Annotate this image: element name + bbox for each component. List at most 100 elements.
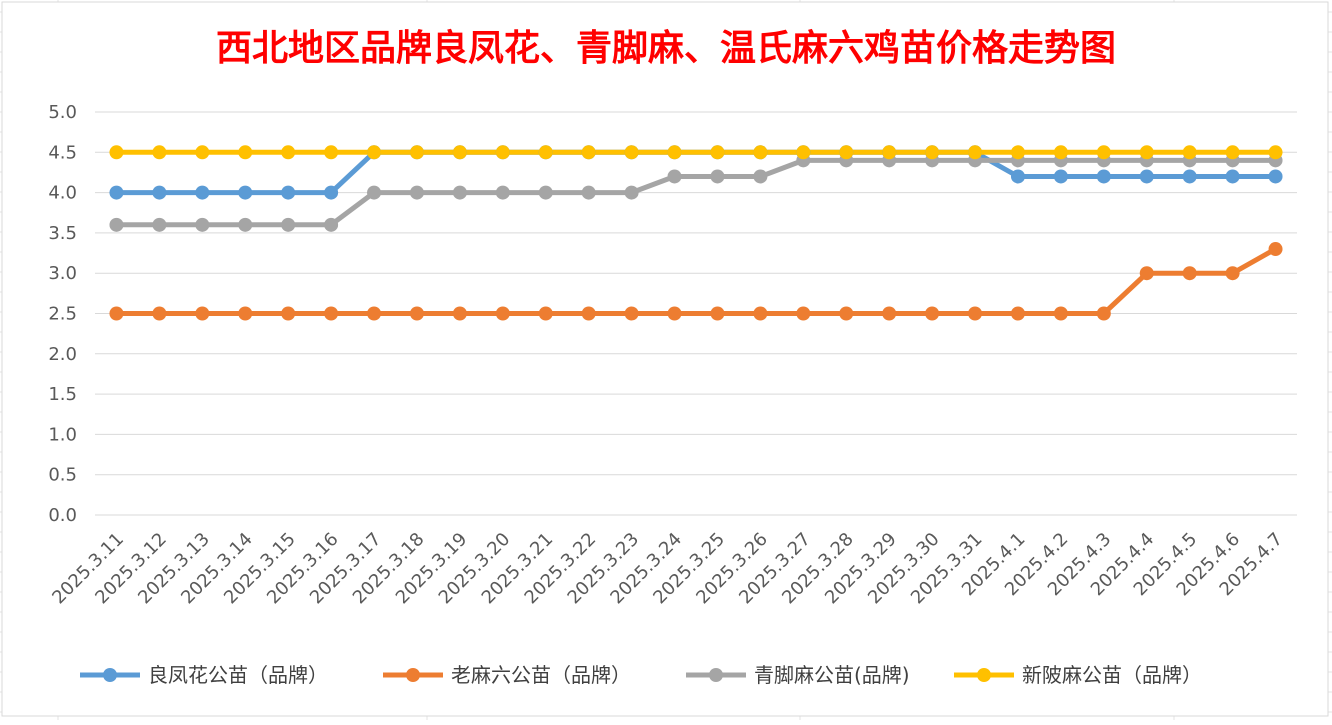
- y-tick-label: 1.5: [48, 384, 77, 405]
- data-point-series-2: [238, 306, 253, 321]
- data-point-series-3: [281, 217, 296, 232]
- legend-item-1: 良凤花公苗（品牌）: [80, 663, 328, 687]
- data-point-series-4: [1096, 145, 1111, 160]
- chart-title: 西北地区品牌良凤花、青脚麻、温氏麻六鸡苗价格走势图: [216, 27, 1116, 69]
- data-point-series-3: [581, 185, 596, 200]
- legend-label: 老麻六公苗（品牌）: [451, 663, 631, 687]
- data-point-series-4: [367, 145, 382, 160]
- legend-marker: [709, 668, 723, 682]
- data-point-series-3: [195, 217, 210, 232]
- data-point-series-2: [109, 306, 124, 321]
- data-point-series-1: [281, 185, 296, 200]
- data-point-series-4: [495, 145, 510, 160]
- data-point-series-2: [452, 306, 467, 321]
- data-point-series-2: [152, 306, 167, 321]
- data-point-series-4: [452, 145, 467, 160]
- y-axis-tick-labels: 0.0 0.5 1.0 1.5 2.0 2.5 3.0 3.5 4.0 4.5 5.0: [48, 102, 77, 526]
- data-point-series-2: [195, 306, 210, 321]
- data-point-series-4: [1010, 145, 1025, 160]
- legend-marker: [977, 668, 991, 682]
- data-point-series-4: [281, 145, 296, 160]
- data-point-series-4: [152, 145, 167, 160]
- data-point-series-1: [238, 185, 253, 200]
- data-point-series-2: [324, 306, 339, 321]
- legend-label: 良凤花公苗（品牌）: [148, 663, 328, 687]
- series-line-3: [114, 157, 1278, 228]
- data-point-series-2: [281, 306, 296, 321]
- data-point-series-2: [1139, 266, 1154, 281]
- data-point-series-2: [753, 306, 768, 321]
- data-point-series-4: [1053, 145, 1068, 160]
- data-point-series-4: [581, 145, 596, 160]
- data-point-series-3: [624, 185, 639, 200]
- data-point-series-2: [839, 306, 854, 321]
- y-tick-label: 5.0: [48, 102, 77, 123]
- data-point-series-2: [667, 306, 682, 321]
- data-point-series-2: [495, 306, 510, 321]
- data-point-series-2: [538, 306, 553, 321]
- data-point-series-4: [624, 145, 639, 160]
- data-point-series-4: [238, 145, 253, 160]
- data-point-series-2: [968, 306, 983, 321]
- data-point-series-1: [1268, 169, 1283, 184]
- data-point-series-3: [409, 185, 424, 200]
- data-point-series-2: [1010, 306, 1025, 321]
- y-tick-label: 1.0: [48, 424, 77, 445]
- data-point-series-3: [452, 185, 467, 200]
- data-point-series-3: [152, 217, 167, 232]
- y-tick-label: 3.0: [48, 263, 77, 284]
- data-point-series-2: [1182, 266, 1197, 281]
- y-tick-label: 0.5: [48, 465, 77, 486]
- data-point-series-4: [882, 145, 897, 160]
- data-point-series-4: [1139, 145, 1154, 160]
- data-point-series-1: [1225, 169, 1240, 184]
- series-line-2: [114, 246, 1278, 316]
- data-point-series-2: [925, 306, 940, 321]
- data-point-series-4: [109, 145, 124, 160]
- data-point-series-4: [195, 145, 210, 160]
- legend-marker: [406, 668, 420, 682]
- data-point-series-3: [238, 217, 253, 232]
- data-point-series-3: [109, 217, 124, 232]
- data-point-series-3: [538, 185, 553, 200]
- data-point-series-2: [624, 306, 639, 321]
- y-tick-label: 2.0: [48, 344, 77, 365]
- data-point-series-2: [1268, 242, 1283, 257]
- legend-label: 青脚麻公苗(品牌): [754, 663, 910, 687]
- data-point-series-4: [968, 145, 983, 160]
- data-point-series-1: [152, 185, 167, 200]
- data-point-series-2: [1225, 266, 1240, 281]
- data-point-series-1: [195, 185, 210, 200]
- legend-label: 新陂麻公苗（品牌）: [1022, 663, 1202, 687]
- series-points: [109, 145, 1283, 321]
- legend-item-3: 青脚麻公苗(品牌): [686, 663, 910, 687]
- data-point-series-4: [839, 145, 854, 160]
- data-point-series-4: [796, 145, 811, 160]
- data-point-series-4: [324, 145, 339, 160]
- data-point-series-3: [495, 185, 510, 200]
- data-point-series-2: [409, 306, 424, 321]
- y-tick-label: 4.5: [48, 142, 77, 163]
- data-point-series-3: [367, 185, 382, 200]
- y-tick-label: 3.5: [48, 223, 77, 244]
- data-point-series-4: [409, 145, 424, 160]
- data-point-series-1: [1096, 169, 1111, 184]
- data-point-series-4: [667, 145, 682, 160]
- data-point-series-4: [753, 145, 768, 160]
- data-point-series-1: [1053, 169, 1068, 184]
- data-point-series-4: [1268, 145, 1283, 160]
- data-point-series-1: [109, 185, 124, 200]
- data-point-series-3: [710, 169, 725, 184]
- data-point-series-4: [1182, 145, 1197, 160]
- data-point-series-2: [581, 306, 596, 321]
- data-point-series-2: [796, 306, 811, 321]
- data-point-series-1: [324, 185, 339, 200]
- data-point-series-4: [925, 145, 940, 160]
- y-tick-label: 2.5: [48, 304, 77, 325]
- legend-item-4: 新陂麻公苗（品牌）: [954, 663, 1202, 687]
- data-point-series-4: [538, 145, 553, 160]
- legend-item-2: 老麻六公苗（品牌）: [383, 663, 631, 687]
